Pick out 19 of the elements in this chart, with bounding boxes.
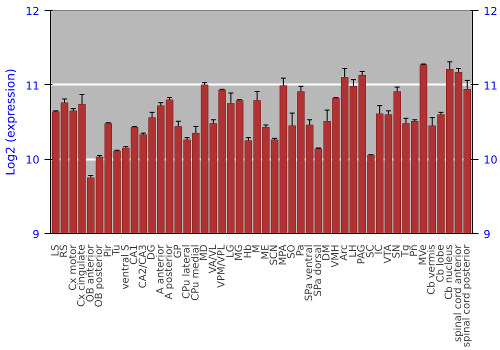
y2-tick-label: 11 — [484, 79, 498, 92]
x-tick-label: MVe — [418, 244, 429, 266]
y-tick-label: 12 — [26, 5, 40, 18]
x-tick-label: A posterior — [164, 244, 176, 300]
x-tick-label: GP — [172, 244, 184, 258]
y2-tick-label: 9 — [484, 228, 490, 241]
y-axis-title: Log2 (expression) — [4, 68, 18, 176]
x-tick-label: Pa — [295, 244, 306, 256]
x-tick-label: Tg — [400, 244, 412, 258]
x-tick-label: RS — [59, 244, 70, 258]
y-tick-label: 9 — [32, 228, 40, 241]
x-tick-label: spinal cord posterior — [462, 244, 473, 348]
y-tick-label: 10 — [26, 154, 40, 167]
y2-tick-label: 10 — [484, 154, 498, 167]
x-tick-label: DG — [146, 244, 158, 260]
x-tick-label: Cb lobe — [435, 244, 446, 282]
x-tick-label: OB posterior — [94, 244, 106, 308]
y2-tick-label: 12 — [484, 5, 498, 18]
y-tick-label: 11 — [26, 79, 40, 92]
